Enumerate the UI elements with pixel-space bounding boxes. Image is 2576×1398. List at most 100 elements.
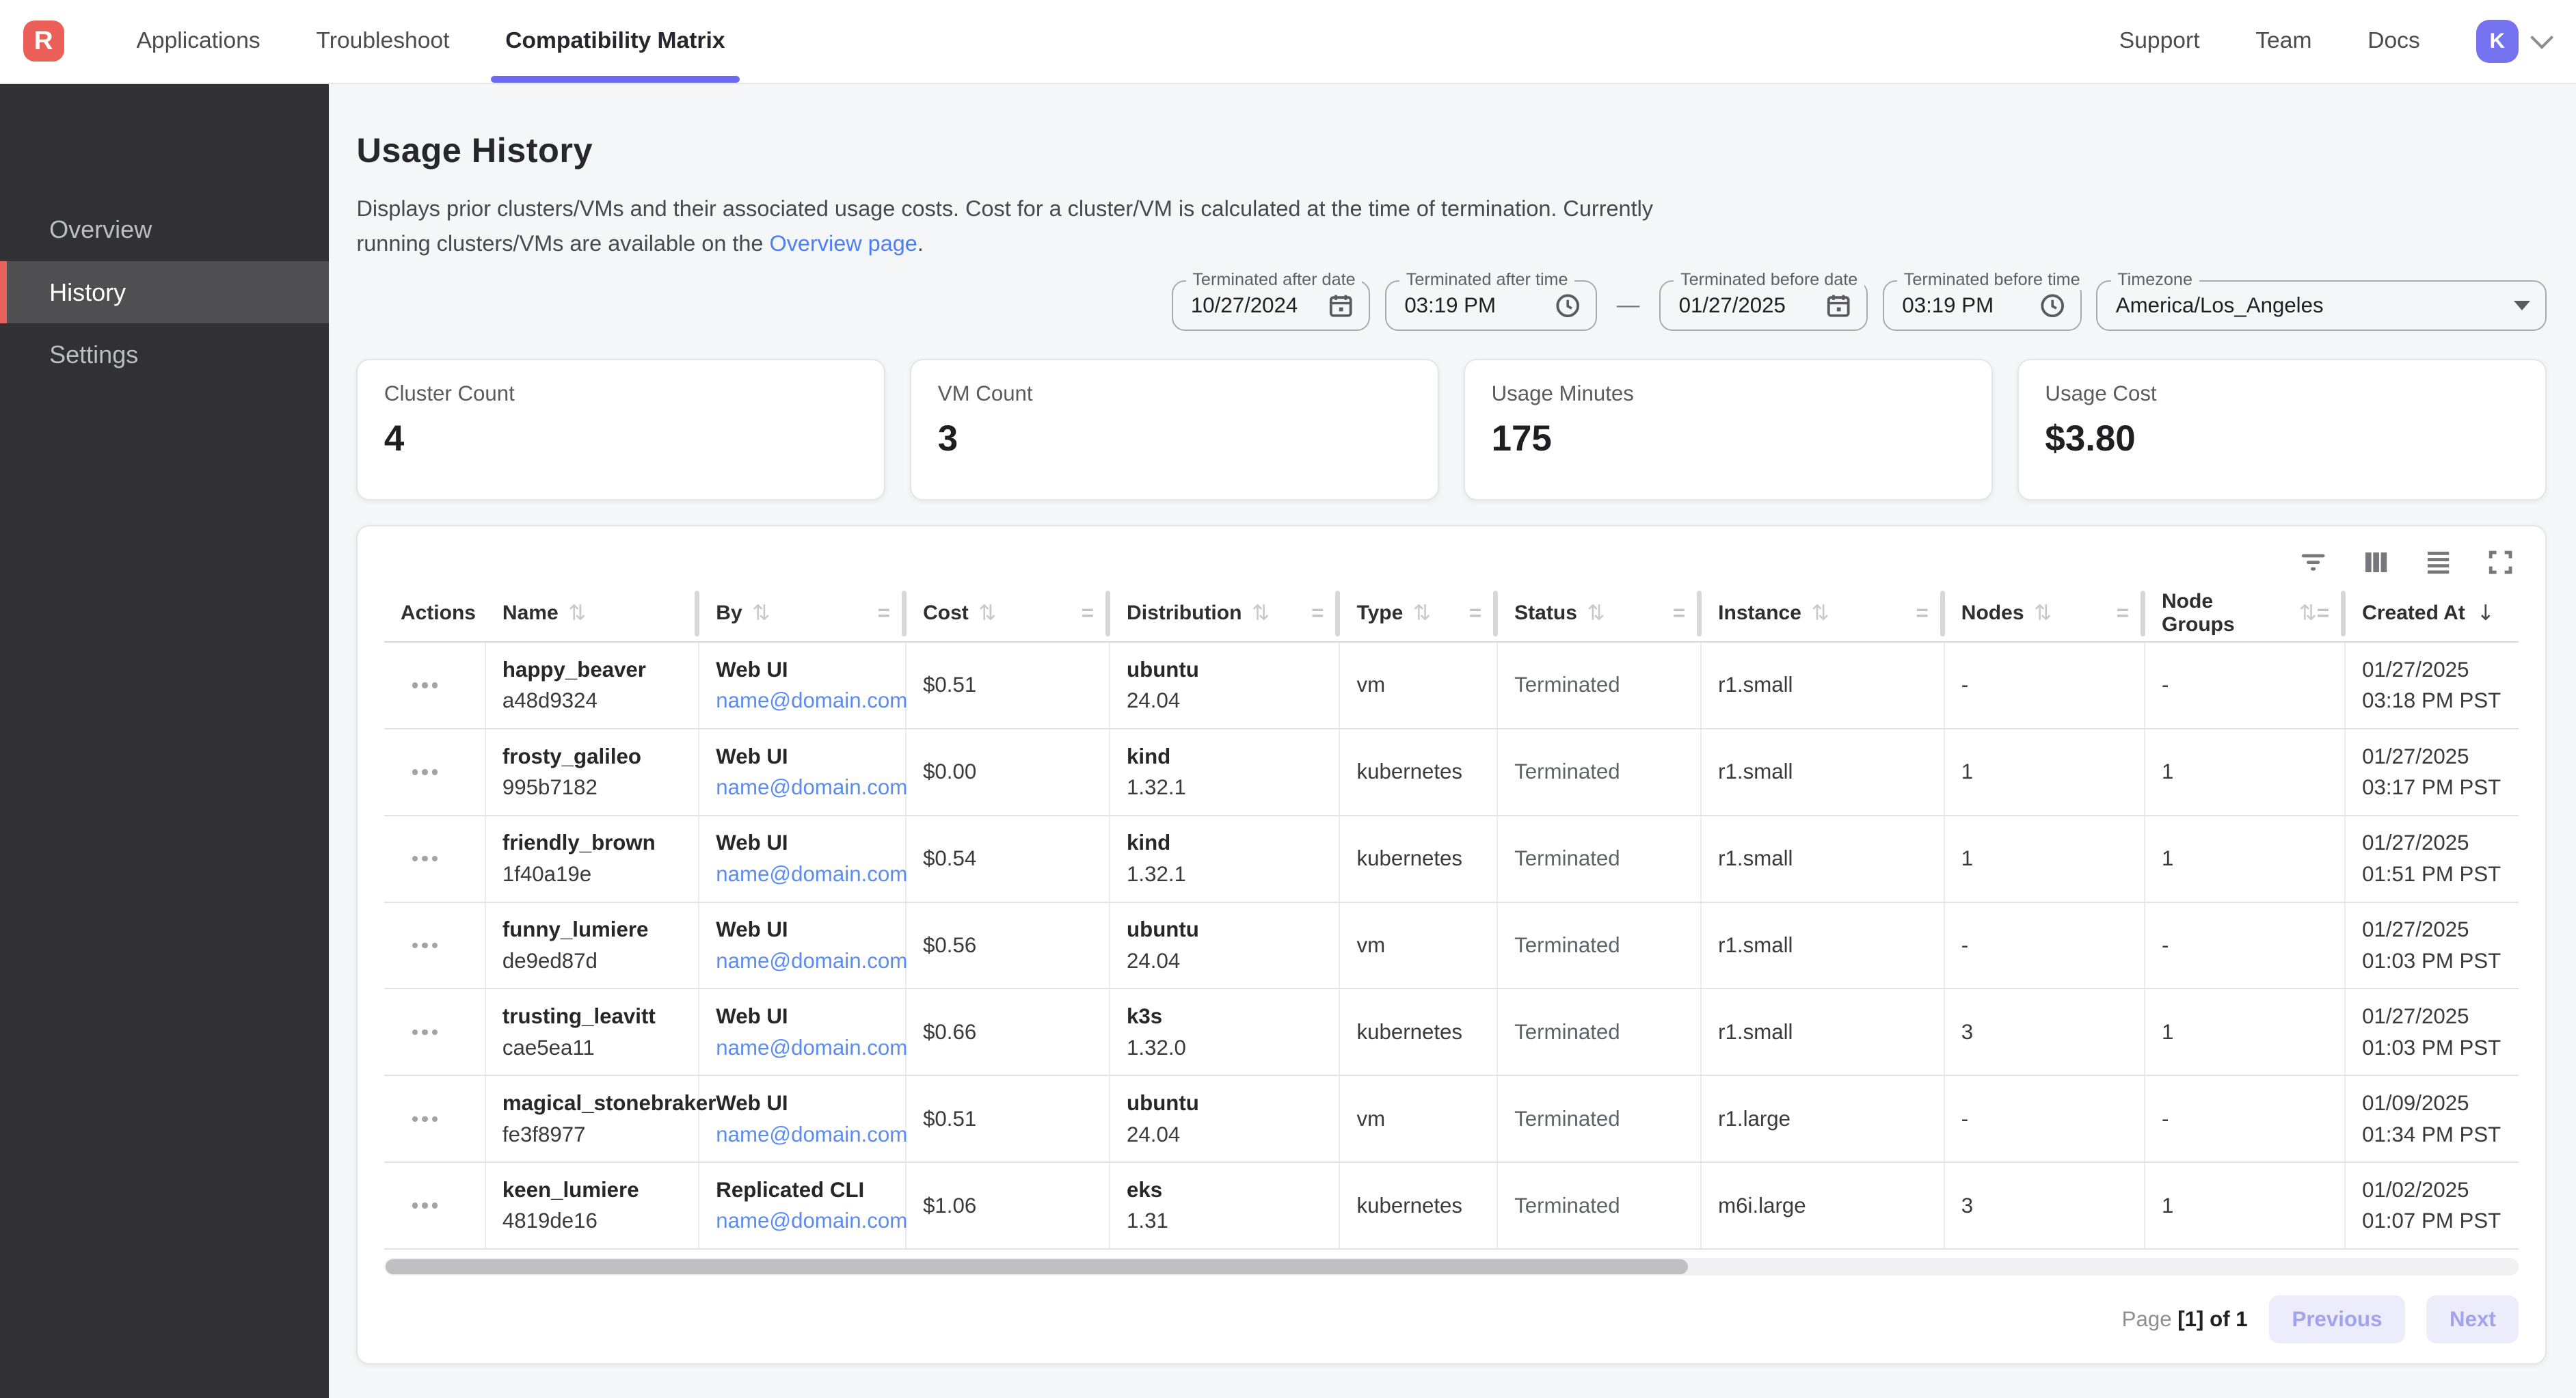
row-actions-button[interactable] bbox=[401, 1029, 475, 1036]
column-menu-icon[interactable]: = bbox=[1311, 601, 1324, 626]
sort-desc-icon[interactable]: ↓ bbox=[2476, 601, 2495, 626]
table-row: keen_lumiere 4819de16 Replicated CLI name@… bbox=[384, 1163, 2519, 1250]
sort-icon[interactable]: ⇅ bbox=[1412, 601, 1431, 626]
sidebar-item-settings[interactable]: Settings bbox=[0, 323, 329, 386]
row-actions-button[interactable] bbox=[401, 1202, 475, 1209]
stat-label: VM Count bbox=[937, 381, 1033, 406]
timezone-select[interactable]: Timezone America/Los_Angeles bbox=[2096, 270, 2547, 332]
email-link[interactable]: name@domain.com bbox=[716, 1209, 908, 1233]
cluster-name: magical_stonebraker bbox=[502, 1090, 716, 1115]
filter-icon[interactable] bbox=[2298, 548, 2328, 577]
nodes-cell: 3 bbox=[1945, 1163, 2145, 1249]
nav-link-docs[interactable]: Docs bbox=[2367, 28, 2420, 54]
email-link[interactable]: name@domain.com bbox=[716, 948, 908, 973]
sort-icon[interactable]: ⇅ bbox=[1251, 601, 1270, 626]
column-header-distribution[interactable]: Distribution ⇅ = bbox=[1110, 585, 1341, 641]
calendar-icon[interactable] bbox=[1328, 293, 1354, 319]
row-actions-button[interactable] bbox=[401, 1116, 475, 1122]
row-actions-button[interactable] bbox=[401, 682, 475, 688]
sidebar-item-history[interactable]: History bbox=[0, 261, 329, 324]
name-cell: keen_lumiere 4819de16 bbox=[486, 1163, 700, 1249]
sort-icon[interactable]: ⇅ bbox=[568, 601, 587, 626]
column-separator[interactable] bbox=[901, 590, 907, 636]
user-menu[interactable]: K bbox=[2476, 20, 2553, 63]
email-link[interactable]: name@domain.com bbox=[716, 775, 908, 800]
terminated-after-date-input[interactable]: Terminated after date 10/27/2024 bbox=[1171, 270, 1371, 332]
column-menu-icon[interactable]: = bbox=[2116, 601, 2129, 626]
column-header-created-at[interactable]: Created At ↓ bbox=[2346, 585, 2519, 641]
previous-button[interactable]: Previous bbox=[2268, 1295, 2406, 1343]
overview-page-link[interactable]: Overview page bbox=[769, 230, 917, 256]
column-separator[interactable] bbox=[1492, 590, 1499, 636]
sort-icon[interactable]: ⇅ bbox=[2298, 601, 2317, 626]
sort-icon[interactable]: ⇅ bbox=[2033, 601, 2052, 626]
stat-card-vm-count: VM Count 3 bbox=[910, 359, 1440, 500]
column-separator[interactable] bbox=[1940, 590, 1945, 636]
sidebar: Overview History Settings bbox=[0, 83, 329, 1398]
sort-icon[interactable]: ⇅ bbox=[1811, 601, 1829, 626]
row-actions-button[interactable] bbox=[401, 855, 475, 862]
column-header-by[interactable]: By ⇅ = bbox=[699, 585, 907, 641]
column-menu-icon[interactable]: = bbox=[1916, 601, 1929, 626]
column-header-cost[interactable]: Cost ⇅ = bbox=[907, 585, 1111, 641]
sidebar-item-overview[interactable]: Overview bbox=[0, 199, 329, 261]
column-separator[interactable] bbox=[1335, 590, 1341, 636]
clock-icon[interactable] bbox=[1555, 293, 1581, 319]
tab-troubleshoot[interactable]: Troubleshoot bbox=[316, 0, 449, 83]
created-time: 01:03 PM PST bbox=[2362, 1035, 2501, 1060]
input-value: 10/27/2024 bbox=[1190, 293, 1298, 318]
tab-label: Compatibility Matrix bbox=[505, 28, 725, 54]
columns-icon[interactable] bbox=[2361, 548, 2391, 577]
density-icon[interactable] bbox=[2424, 548, 2453, 577]
tab-compatibility-matrix[interactable]: Compatibility Matrix bbox=[490, 0, 740, 83]
actions-cell bbox=[384, 1163, 486, 1249]
calendar-icon[interactable] bbox=[1825, 293, 1851, 319]
table-toolbar bbox=[384, 539, 2519, 585]
column-header-status[interactable]: Status ⇅ = bbox=[1498, 585, 1702, 641]
column-header-name[interactable]: Name ⇅ bbox=[486, 585, 700, 641]
column-separator[interactable] bbox=[2340, 590, 2346, 636]
nav-link-team[interactable]: Team bbox=[2255, 28, 2312, 54]
clock-icon[interactable] bbox=[2039, 293, 2065, 319]
column-label: Instance bbox=[1718, 602, 1801, 625]
nav-link-support[interactable]: Support bbox=[2119, 28, 2200, 54]
column-menu-icon[interactable]: = bbox=[1081, 601, 1095, 626]
email-link[interactable]: name@domain.com bbox=[716, 862, 908, 886]
by-cell: Web UI name@domain.com bbox=[699, 729, 907, 815]
stat-card-usage-cost: Usage Cost $3.80 bbox=[2017, 359, 2547, 500]
cost-cell: $0.66 bbox=[907, 989, 1111, 1075]
column-menu-icon[interactable]: = bbox=[1468, 601, 1482, 626]
column-menu-icon[interactable]: = bbox=[2316, 601, 2330, 626]
terminated-before-time-input[interactable]: Terminated before time 03:19 PM bbox=[1882, 270, 2087, 332]
column-menu-icon[interactable]: = bbox=[1672, 601, 1686, 626]
column-separator[interactable] bbox=[2140, 590, 2145, 636]
column-separator[interactable] bbox=[695, 590, 700, 636]
page-title: Usage History bbox=[356, 130, 593, 170]
terminated-after-time-input[interactable]: Terminated after time 03:19 PM bbox=[1384, 270, 1597, 332]
email-link[interactable]: name@domain.com bbox=[716, 1035, 908, 1060]
sort-icon[interactable]: ⇅ bbox=[1587, 601, 1605, 626]
replicated-logo[interactable]: R bbox=[23, 21, 64, 62]
row-actions-button[interactable] bbox=[401, 769, 475, 775]
horizontal-scrollbar[interactable] bbox=[384, 1258, 2519, 1276]
row-actions-button[interactable] bbox=[401, 942, 475, 949]
scrollbar-thumb[interactable] bbox=[386, 1259, 1688, 1275]
stat-value: 175 bbox=[1491, 418, 1552, 459]
column-separator[interactable] bbox=[1696, 590, 1702, 636]
terminated-before-date-input[interactable]: Terminated before date 01/27/2025 bbox=[1659, 270, 1868, 332]
email-link[interactable]: name@domain.com bbox=[716, 1122, 908, 1146]
tab-applications[interactable]: Applications bbox=[136, 0, 260, 83]
column-separator[interactable] bbox=[1105, 590, 1111, 636]
fullscreen-icon[interactable] bbox=[2486, 548, 2515, 577]
column-header-node-groups[interactable]: Node Groups ⇅ = bbox=[2145, 585, 2346, 641]
next-button[interactable]: Next bbox=[2426, 1295, 2519, 1343]
sort-icon[interactable]: ⇅ bbox=[978, 601, 997, 626]
actions-cell bbox=[384, 643, 486, 728]
column-header-nodes[interactable]: Nodes ⇅ = bbox=[1945, 585, 2145, 641]
column-header-instance[interactable]: Instance ⇅ = bbox=[1702, 585, 1945, 641]
email-link[interactable]: name@domain.com bbox=[716, 688, 908, 713]
sort-icon[interactable]: ⇅ bbox=[752, 601, 770, 626]
column-menu-icon[interactable]: = bbox=[877, 601, 891, 626]
column-header-type[interactable]: Type ⇅ = bbox=[1340, 585, 1499, 641]
